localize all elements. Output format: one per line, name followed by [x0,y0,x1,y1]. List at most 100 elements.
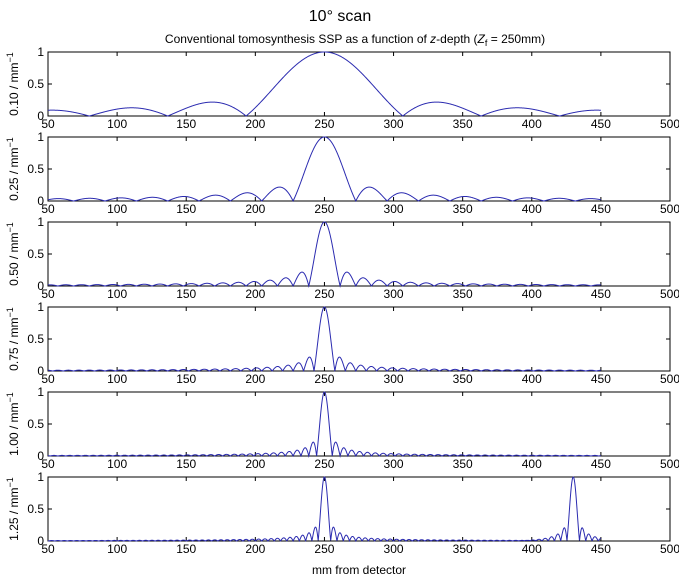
ssp-curve [47,306,601,372]
x-tick-label: 400 [522,542,542,556]
x-tick-label: 450 [591,287,611,301]
x-tick-label: 150 [176,287,196,301]
ssp-curve [47,391,601,458]
x-tick-label: 200 [245,287,265,301]
y-tick-label: 0.5 [27,332,44,346]
ssp-curve [47,476,602,543]
x-tick-label: 200 [245,372,265,386]
x-tick-label: 250 [314,457,334,471]
x-tick-label: 400 [522,287,542,301]
axes-box [47,51,671,117]
y-axis-label: 1.00 / mm−1 [5,392,21,456]
x-tick-label: 350 [453,287,473,301]
ssp-curve [47,51,601,117]
x-tick-label: 500 [660,117,679,131]
ssp-curve [47,136,601,202]
x-tick-label: 300 [384,117,404,131]
y-tick-label: 1 [37,45,44,59]
x-tick-label: 500 [660,287,679,301]
axes-box [47,221,671,287]
y-tick-label: 0 [37,194,44,208]
x-tick-label: 450 [591,202,611,216]
x-tick-label: 50 [41,117,55,131]
x-tick-label: 500 [660,372,679,386]
figure-subtitle: Conventional tomosynthesis SSP as a func… [165,32,545,48]
x-tick-label: 400 [522,457,542,471]
y-tick-label: 0.5 [27,162,44,176]
x-tick-label: 300 [384,542,404,556]
x-tick-label: 50 [41,542,55,556]
x-tick-label: 250 [314,542,334,556]
x-tick-label: 50 [41,457,55,471]
x-tick-label: 450 [591,457,611,471]
y-tick-label: 1 [37,215,44,229]
x-tick-label: 200 [245,457,265,471]
panel-5: 50 100 150 200 250 300 350 400 450 500 0 0.5 1 1.00 /… [5,385,679,471]
y-tick-label: 0.5 [27,247,44,261]
x-tick-label: 300 [384,202,404,216]
x-tick-label: 300 [384,287,404,301]
x-tick-label: 100 [107,372,127,386]
y-tick-label: 1 [37,300,44,314]
x-tick-label: 350 [453,117,473,131]
x-tick-label: 350 [453,202,473,216]
x-tick-label: 300 [384,457,404,471]
x-tick-label: 50 [41,372,55,386]
x-tick-label: 200 [245,542,265,556]
x-tick-label: 500 [660,202,679,216]
panel-6: 50 100 150 200 250 300 350 400 450 500 0 0.5 1 1.25 /… [5,470,679,556]
x-tick-label: 350 [453,457,473,471]
x-tick-label: 150 [176,457,196,471]
x-axis-label: mm from detector [312,563,406,577]
x-tick-label: 250 [314,117,334,131]
y-tick-label: 0.5 [27,77,44,91]
x-tick-label: 150 [176,542,196,556]
x-tick-label: 150 [176,372,196,386]
panel-2: 50 100 150 200 250 300 350 400 450 500 0 0.5 1 0.25 /… [5,130,679,216]
y-axis-label: 0.75 / mm−1 [5,307,21,371]
y-tick-label: 0 [37,279,44,293]
y-tick-label: 1 [37,385,44,399]
y-tick-label: 0 [37,449,44,463]
y-tick-label: 0 [37,109,44,123]
ssp-curve [47,221,601,288]
panel-3: 50 100 150 200 250 300 350 400 450 500 0 0.5 1 0.50 /… [5,215,679,301]
figure-title: 10° scan [309,8,371,25]
panel-1: 50 100 150 200 250 300 350 400 450 500 0 0.5 1 0.10 /… [5,45,679,131]
x-tick-label: 100 [107,457,127,471]
x-tick-label: 150 [176,202,196,216]
x-tick-label: 100 [107,287,127,301]
axes-box [47,136,671,202]
y-axis-label: 0.50 / mm−1 [5,222,21,286]
x-tick-label: 100 [107,117,127,131]
axes-box [47,306,671,372]
x-tick-label: 100 [107,542,127,556]
x-tick-label: 150 [176,117,196,131]
axes-box [47,391,671,457]
x-tick-label: 450 [591,117,611,131]
y-tick-label: 1 [37,470,44,484]
x-tick-label: 400 [522,202,542,216]
x-tick-label: 50 [41,202,55,216]
x-tick-label: 300 [384,372,404,386]
x-tick-label: 500 [660,457,679,471]
x-tick-label: 450 [591,542,611,556]
x-tick-label: 400 [522,117,542,131]
x-tick-label: 200 [245,117,265,131]
x-tick-label: 500 [660,542,679,556]
y-axis-label: 0.25 / mm−1 [5,137,21,201]
panel-4: 50 100 150 200 250 300 350 400 450 500 0 0.5 1 0.75 /… [5,300,679,386]
y-tick-label: 0.5 [27,417,44,431]
x-tick-label: 350 [453,542,473,556]
y-tick-label: 1 [37,130,44,144]
x-tick-label: 100 [107,202,127,216]
x-tick-label: 250 [314,202,334,216]
x-tick-label: 250 [314,372,334,386]
y-tick-label: 0.5 [27,502,44,516]
x-tick-label: 400 [522,372,542,386]
x-tick-label: 250 [314,287,334,301]
y-tick-label: 0 [37,534,44,548]
x-tick-label: 350 [453,372,473,386]
